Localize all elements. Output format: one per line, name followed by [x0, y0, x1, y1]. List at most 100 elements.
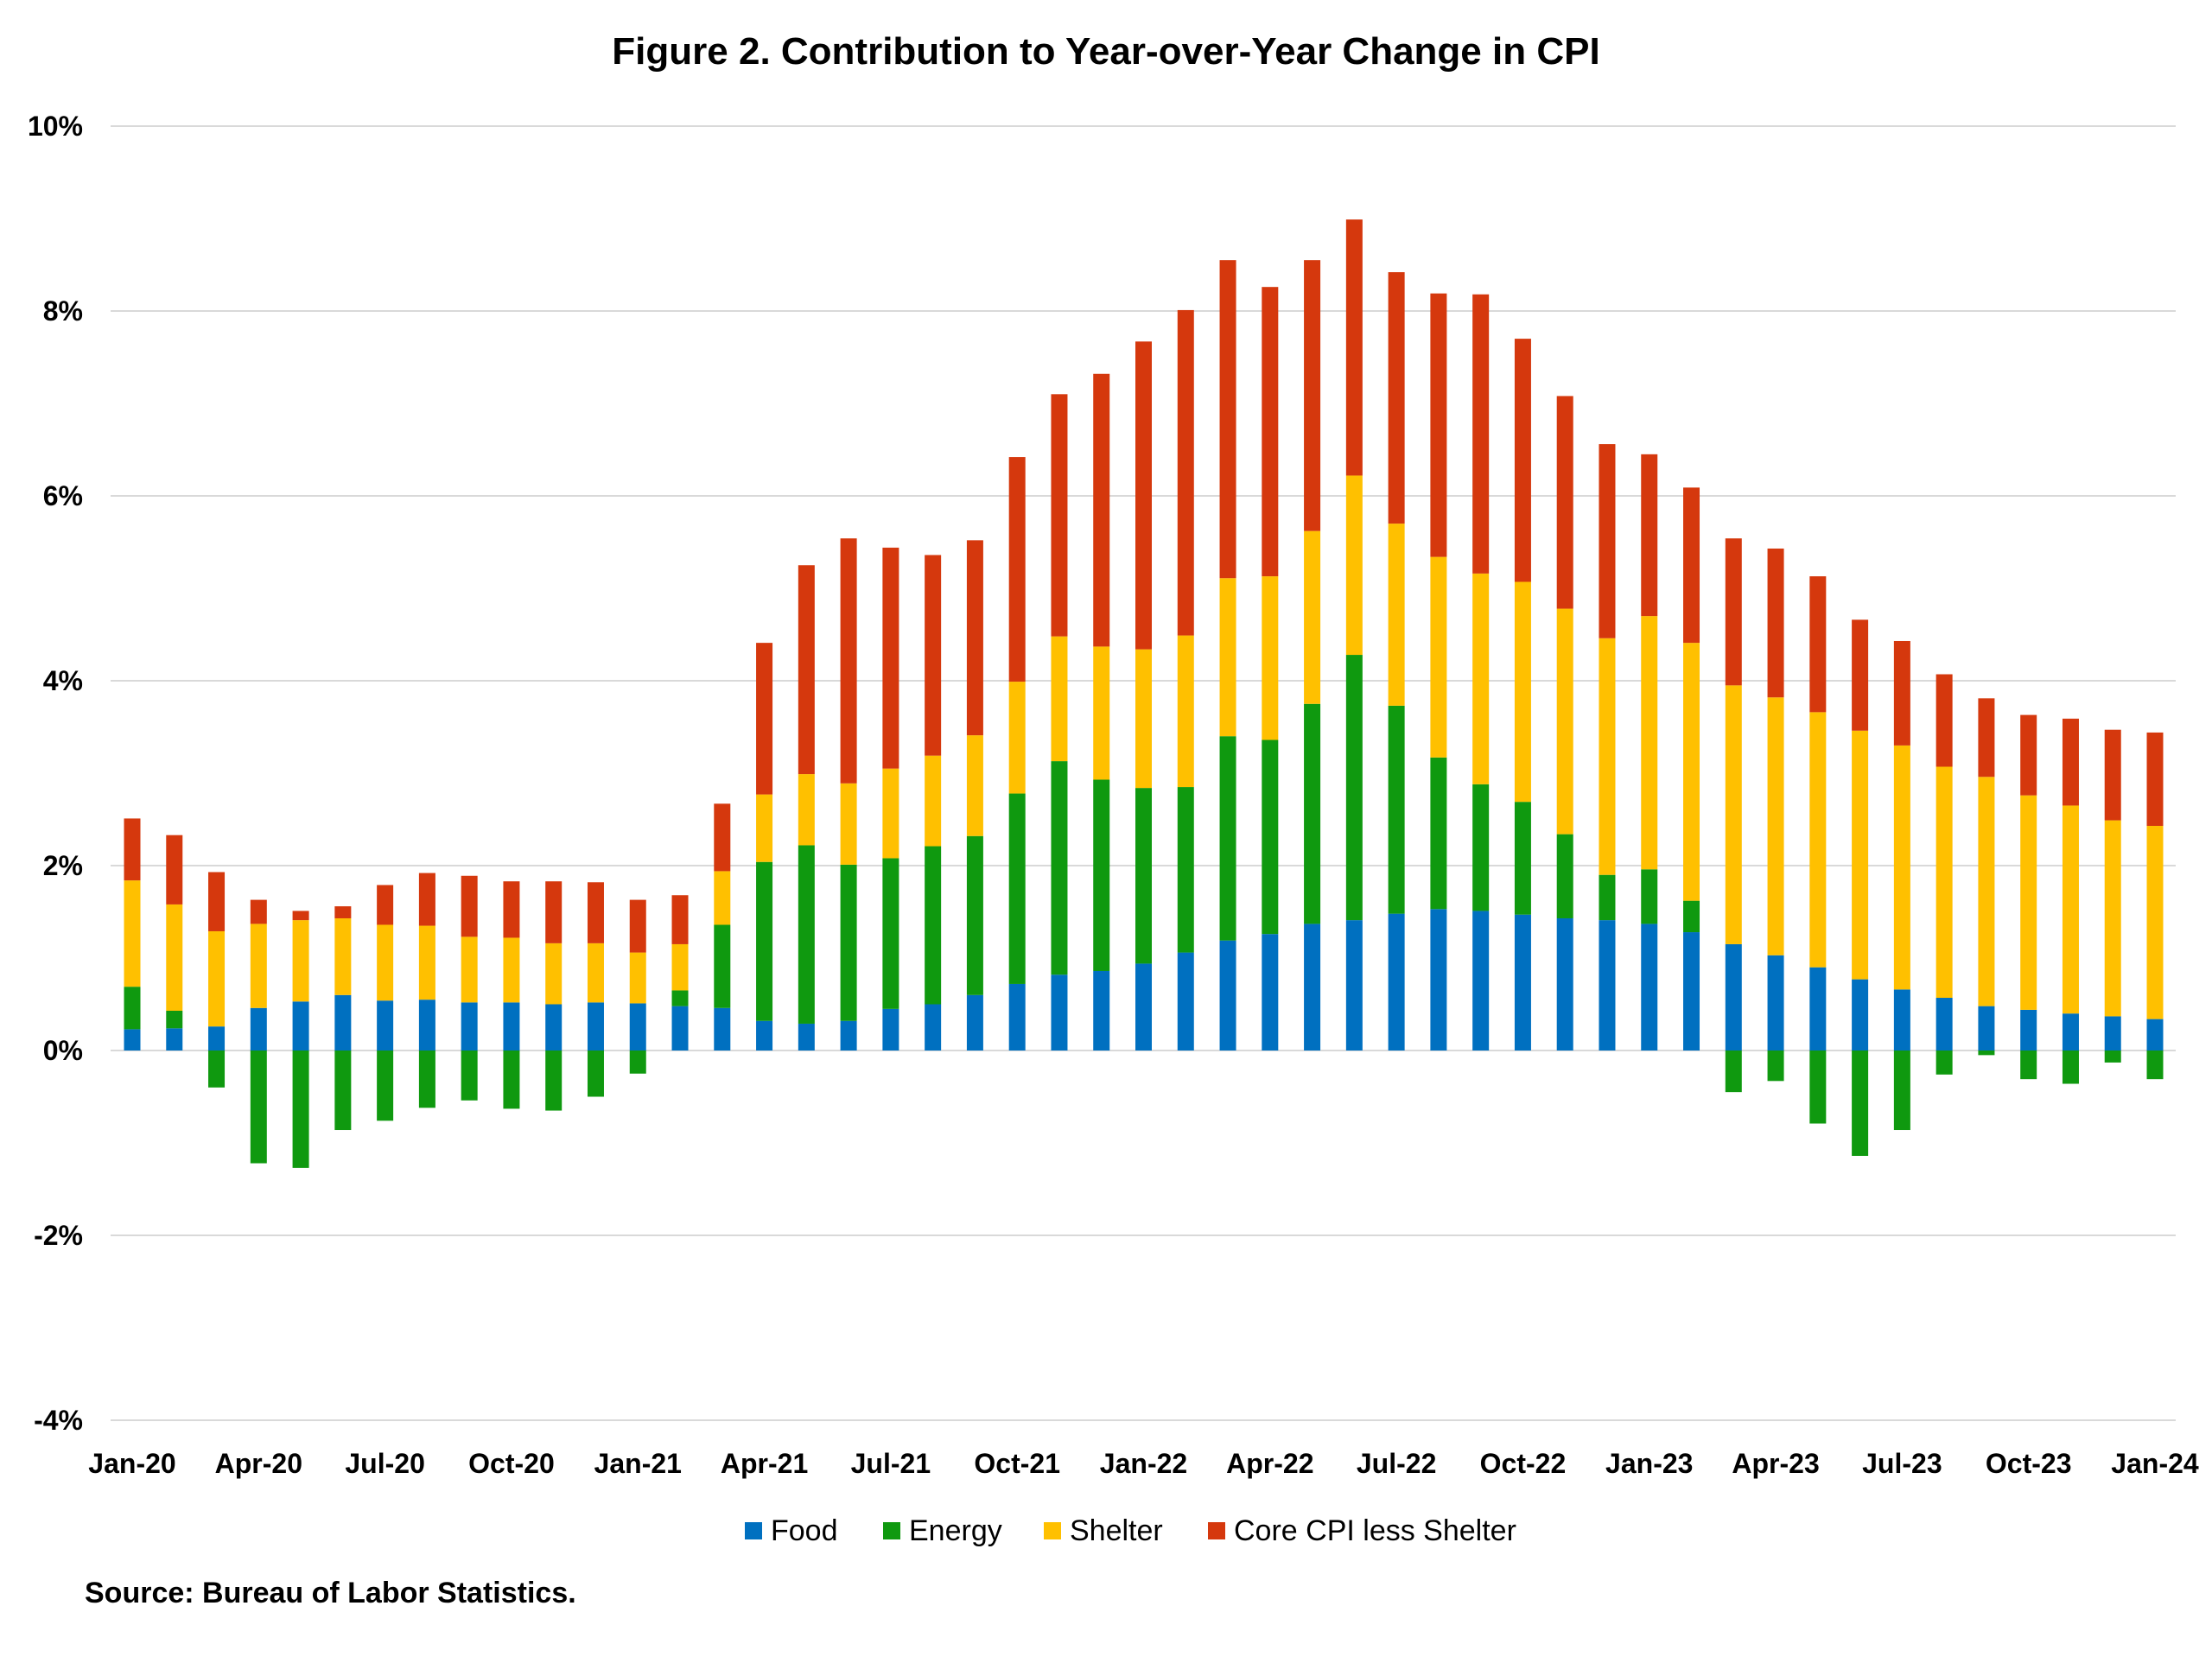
bar-segment — [840, 538, 857, 784]
bar-stack — [1978, 698, 1995, 1056]
bar-segment — [1599, 874, 1616, 921]
bar-segment — [545, 1004, 563, 1050]
bar-segment — [2062, 805, 2079, 1014]
bar-segment — [1093, 373, 1110, 647]
bar-segment — [1641, 616, 1658, 870]
bar-segment — [1262, 934, 1279, 1050]
bar-stack — [756, 643, 773, 1050]
bar-segment — [756, 861, 773, 1021]
bar-segment — [1262, 576, 1279, 740]
bar-segment — [1219, 940, 1236, 1050]
bar-segment — [2146, 825, 2164, 1019]
bar-segment — [1262, 739, 1279, 935]
bar-segment — [1430, 757, 1447, 910]
bar-stack — [377, 885, 394, 1121]
bar-segment — [1978, 698, 1995, 778]
x-tick-label: Oct-22 — [1480, 1448, 1567, 1479]
legend-label: Food — [771, 1514, 838, 1547]
bar-segment — [714, 871, 731, 925]
bar-segment — [2062, 1013, 2079, 1050]
bar-segment — [966, 835, 983, 995]
legend-swatch — [883, 1522, 900, 1539]
bar-segment — [1177, 952, 1194, 1050]
bar-stack — [124, 818, 141, 1050]
bar-segment — [756, 794, 773, 862]
bar-segment — [2062, 1050, 2079, 1084]
x-tick-label: Apr-22 — [1226, 1448, 1313, 1479]
bar-segment — [545, 1050, 563, 1111]
stacked-bars — [124, 219, 2164, 1168]
bar-stack — [966, 540, 983, 1050]
bar-stack — [671, 895, 689, 1050]
bar-segment — [1893, 1050, 1910, 1131]
bar-segment — [1893, 745, 1910, 990]
bar-stack — [1936, 674, 1953, 1075]
bar-segment — [1936, 674, 1953, 767]
bar-segment — [671, 895, 689, 944]
bar-segment — [925, 1004, 942, 1050]
legend-label: Core CPI less Shelter — [1234, 1514, 1516, 1547]
x-tick-label: Apr-21 — [721, 1448, 808, 1479]
bar-stack — [925, 555, 942, 1050]
bar-segment — [1008, 793, 1026, 984]
bar-segment — [1388, 913, 1405, 1050]
bar-segment — [966, 540, 983, 736]
bar-segment — [1893, 989, 1910, 1050]
bar-segment — [503, 1002, 520, 1050]
bar-segment — [1514, 914, 1531, 1050]
chart-title: Figure 2. Contribution to Year-over-Year… — [612, 30, 1599, 73]
bar-segment — [1472, 294, 1490, 574]
bar-stack — [1725, 538, 1742, 1093]
bar-segment — [1472, 784, 1490, 911]
bar-stack — [1262, 287, 1279, 1050]
bar-segment — [629, 1003, 646, 1050]
bar-segment — [1093, 779, 1110, 971]
bar-segment — [1809, 967, 1827, 1050]
bar-segment — [1135, 341, 1152, 650]
bar-segment — [1262, 287, 1279, 577]
bar-segment — [124, 1029, 141, 1050]
bar-stack — [1599, 444, 1616, 1050]
bar-stack — [2020, 714, 2037, 1080]
bar-segment — [166, 1028, 183, 1050]
bar-segment — [1852, 730, 1869, 980]
bar-segment — [1641, 454, 1658, 617]
bar-segment — [2104, 729, 2121, 821]
bar-stack — [418, 873, 435, 1108]
bar-stack — [1430, 293, 1447, 1050]
bar-stack — [1008, 457, 1026, 1050]
bar-segment — [840, 783, 857, 865]
bar-segment — [925, 846, 942, 1005]
bar-segment — [966, 735, 983, 836]
bar-segment — [756, 643, 773, 795]
bar-segment — [1051, 394, 1068, 637]
bar-segment — [1893, 640, 1910, 746]
x-tick-label: Jan-24 — [2111, 1448, 2199, 1479]
bar-segment — [925, 755, 942, 847]
bar-stack — [2104, 729, 2121, 1063]
bar-segment — [1177, 309, 1194, 636]
bar-segment — [587, 943, 604, 1003]
x-tick-label: Oct-23 — [1986, 1448, 2072, 1479]
bar-segment — [334, 1050, 352, 1131]
bar-segment — [1219, 578, 1236, 737]
bar-stack — [1683, 487, 1700, 1050]
bar-segment — [882, 858, 899, 1009]
bar-segment — [798, 1023, 815, 1050]
bar-segment — [418, 1050, 435, 1108]
legend-swatch — [1208, 1522, 1225, 1539]
bar-stack — [503, 881, 520, 1109]
bar-stack — [1893, 640, 1910, 1131]
bar-segment — [1683, 932, 1700, 1050]
legend: Food Energy Shelter Core CPI less Shelter — [745, 1514, 1516, 1547]
y-tick-label: 10% — [28, 111, 83, 142]
bar-segment — [840, 1020, 857, 1050]
bar-segment — [2020, 795, 2037, 1010]
bar-segment — [503, 1050, 520, 1109]
x-tick-label: Jul-20 — [345, 1448, 424, 1479]
bar-segment — [1767, 697, 1784, 955]
bar-segment — [124, 880, 141, 987]
bar-stack — [208, 872, 226, 1088]
legend-item: Core CPI less Shelter — [1208, 1514, 1516, 1547]
